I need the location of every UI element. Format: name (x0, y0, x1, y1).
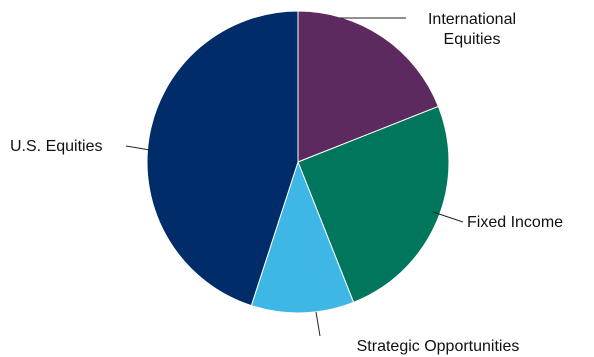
pie-slice-fixed-income (297, 105, 450, 304)
slice-label-international-equities: International Equities (428, 11, 516, 48)
leader-line-strategic-opportunities (315, 311, 321, 337)
slice-labels: International Equities Fixed Income Strateg… (10, 11, 563, 355)
pie-slices (146, 10, 450, 314)
pie-slice-us-equities (146, 10, 299, 307)
leader-line-us-equities (125, 145, 151, 151)
slice-label-fixed-income: Fixed Income (467, 214, 563, 231)
leader-line-fixed-income (432, 211, 464, 223)
leader-lines (125, 17, 464, 337)
pie-slice-international-equities (297, 10, 440, 163)
slice-label-strategic-opportunities: Strategic Opportunities (357, 338, 520, 355)
slice-label-us-equities: U.S. Equities (10, 138, 102, 155)
pie-slice-strategic-opportunities (250, 160, 355, 314)
